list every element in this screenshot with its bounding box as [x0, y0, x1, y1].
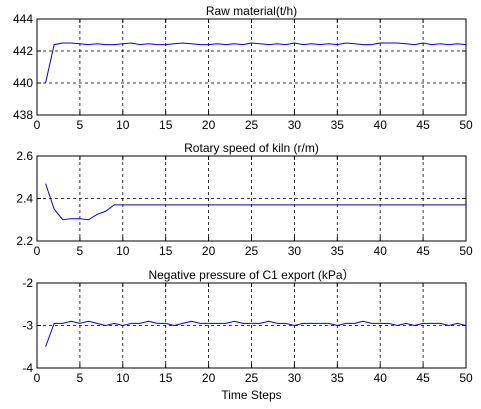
rotary-speed-panel: Rotary speed of kiln (r/m) 0 5 10 15 20 25 30 3… [16, 141, 473, 258]
rotary-speed-x-tick-label: 30 [288, 244, 302, 258]
raw-material-panel: Raw material(t/h) 0 5 10 15 20 25 30 35 40 45 50 43… [13, 4, 473, 132]
negative-pressure-y-tick-label: -4 [22, 361, 33, 375]
rotary-speed-title: Rotary speed of kiln (r/m) [184, 141, 319, 155]
rotary-speed-x-tick-label: 0 [34, 244, 41, 258]
raw-material-x-tick-label: 10 [116, 118, 130, 132]
raw-material-x-tick-label: 20 [202, 118, 216, 132]
rotary-speed-series-line [45, 183, 466, 221]
raw-material-y-tick-label: 444 [13, 12, 33, 26]
negative-pressure-x-tick-label: 10 [116, 371, 130, 385]
negative-pressure-title: Negative pressure of C1 export (kPa） [148, 268, 354, 282]
rotary-speed-y-tick-label: 2.4 [16, 192, 33, 206]
negative-pressure-panel: Negative pressure of C1 export (kPa） Tim… [22, 268, 473, 402]
rotary-speed-x-tick-label: 45 [416, 244, 430, 258]
rotary-speed-x-tick-label: 40 [374, 244, 388, 258]
raw-material-y-tick-label: 442 [13, 44, 33, 58]
negative-pressure-x-tick-label: 15 [159, 371, 173, 385]
rotary-speed-x-tick-label: 25 [245, 244, 259, 258]
raw-material-x-tick-label: 30 [288, 118, 302, 132]
rotary-speed-x-tick-label: 15 [159, 244, 173, 258]
rotary-speed-y-tick-label: 2.2 [16, 234, 33, 248]
negative-pressure-x-tick-label: 30 [288, 371, 302, 385]
negative-pressure-x-tick-label: 5 [77, 371, 84, 385]
rotary-speed-x-tick-label: 10 [116, 244, 130, 258]
raw-material-x-tick-label: 0 [34, 118, 41, 132]
rotary-speed-x-tick-label: 50 [459, 244, 473, 258]
rotary-speed-x-tick-label: 20 [202, 244, 216, 258]
x-axis-label: Time Steps [221, 388, 281, 402]
raw-material-x-tick-label: 35 [331, 118, 345, 132]
negative-pressure-x-tick-label: 25 [245, 371, 259, 385]
negative-pressure-y-tick-label: -2 [22, 276, 33, 290]
rotary-speed-x-tick-label: 35 [331, 244, 345, 258]
raw-material-title: Raw material(t/h) [206, 4, 297, 18]
negative-pressure-series-line [45, 320, 467, 347]
rotary-speed-x-tick-label: 5 [77, 244, 84, 258]
raw-material-series-line [45, 42, 467, 84]
negative-pressure-x-tick-label: 20 [202, 371, 216, 385]
raw-material-x-tick-label: 15 [159, 118, 173, 132]
raw-material-x-tick-label: 25 [245, 118, 259, 132]
negative-pressure-y-tick-label: -3 [22, 319, 33, 333]
negative-pressure-x-tick-label: 45 [416, 371, 430, 385]
negative-pressure-x-tick-label: 50 [459, 371, 473, 385]
raw-material-x-tick-label: 40 [374, 118, 388, 132]
raw-material-x-tick-label: 50 [459, 118, 473, 132]
negative-pressure-x-tick-label: 40 [374, 371, 388, 385]
rotary-speed-y-tick-label: 2.6 [16, 149, 33, 163]
raw-material-y-tick-label: 438 [13, 108, 33, 122]
raw-material-y-tick-label: 440 [13, 76, 33, 90]
negative-pressure-x-tick-label: 0 [34, 371, 41, 385]
negative-pressure-x-tick-label: 35 [331, 371, 345, 385]
raw-material-x-tick-label: 45 [416, 118, 430, 132]
raw-material-x-tick-label: 5 [77, 118, 84, 132]
